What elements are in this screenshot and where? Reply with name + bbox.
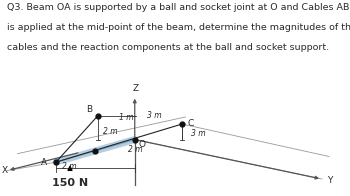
Text: 2 m: 2 m xyxy=(103,127,118,136)
Text: 2 m: 2 m xyxy=(128,145,142,154)
Text: is applied at the mid-point of the beam, determine the magnitudes of the tension: is applied at the mid-point of the beam,… xyxy=(7,23,350,32)
Text: 3 m: 3 m xyxy=(147,111,162,120)
Text: Q3. Beam OA is supported by a ball and socket joint at O and Cables AB and AC. I: Q3. Beam OA is supported by a ball and s… xyxy=(7,3,350,12)
Text: cables and the reaction components at the ball and socket support.: cables and the reaction components at th… xyxy=(7,43,329,52)
Text: Z: Z xyxy=(133,84,139,93)
Text: 1 m: 1 m xyxy=(119,113,134,122)
Text: O: O xyxy=(138,140,145,149)
Text: B: B xyxy=(86,105,92,114)
Text: A: A xyxy=(41,158,47,167)
Text: 3 m: 3 m xyxy=(191,129,205,138)
Text: 2 m: 2 m xyxy=(62,162,77,171)
Text: X: X xyxy=(2,166,8,175)
Text: Y: Y xyxy=(327,176,332,185)
Text: 150 N: 150 N xyxy=(52,178,88,188)
Text: C: C xyxy=(187,119,194,128)
